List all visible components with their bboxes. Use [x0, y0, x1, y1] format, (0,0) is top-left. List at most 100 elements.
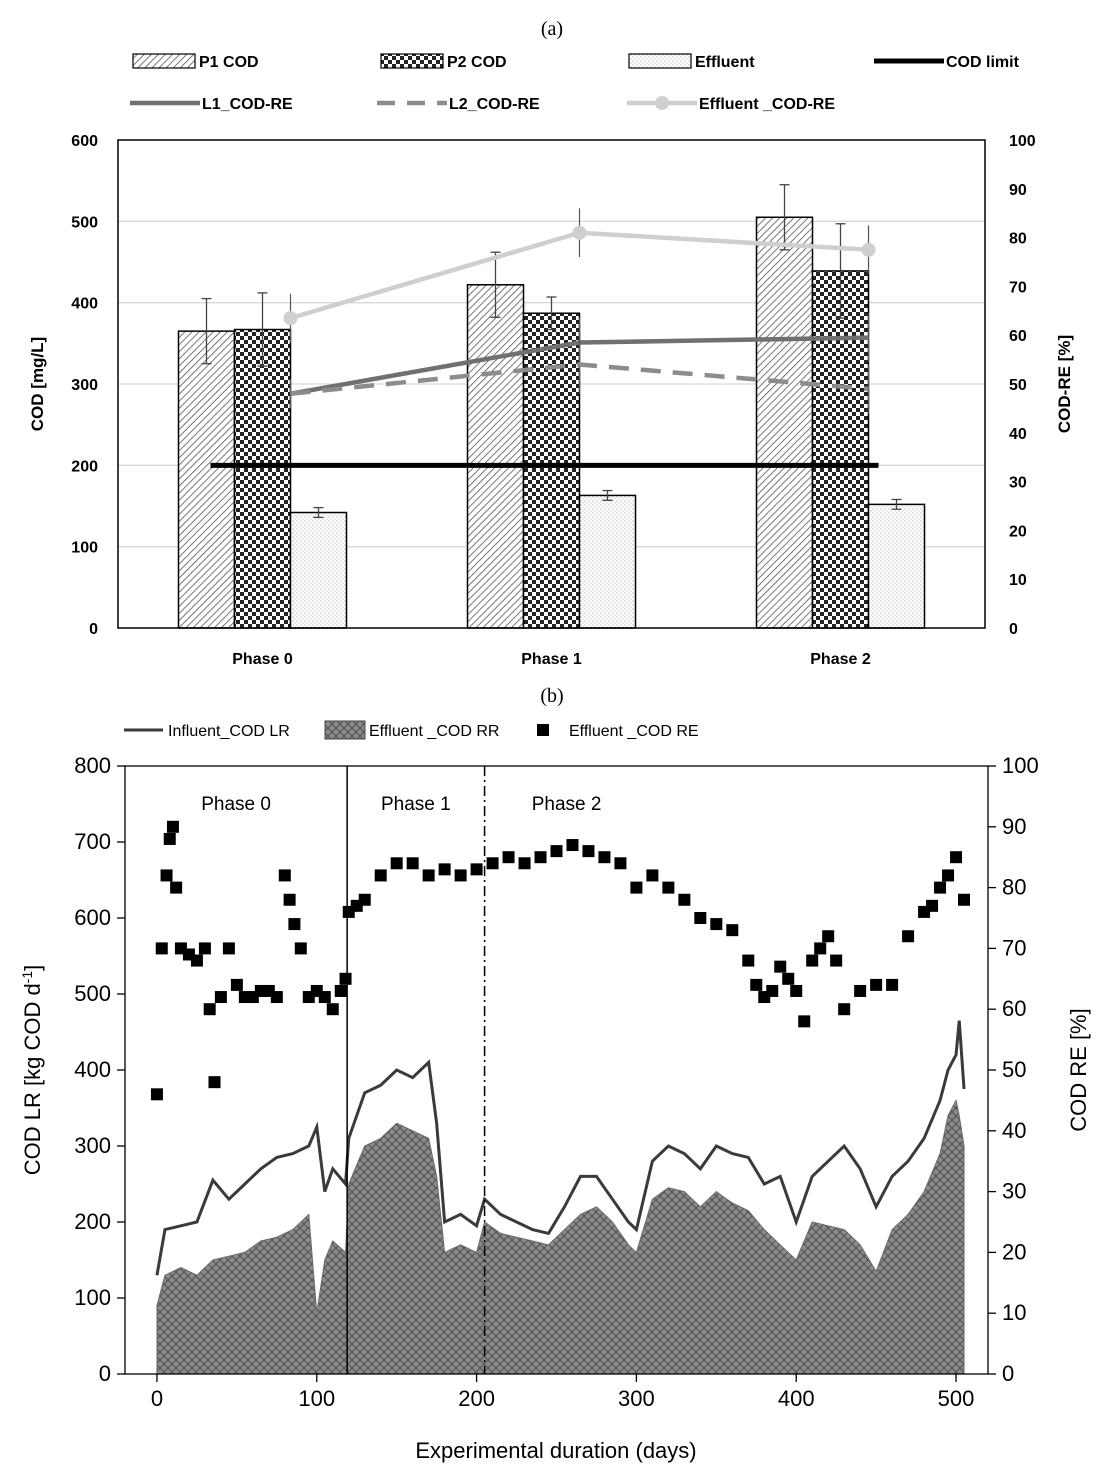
- y-tick-label: 100: [71, 540, 98, 557]
- y-tick-label: 400: [71, 296, 98, 313]
- effluent-cod-re-point: [339, 972, 352, 985]
- effluent-cod-re-point: [790, 984, 803, 997]
- effluent-cod-re-point: [166, 820, 179, 833]
- effluent-cod-re-point: [726, 924, 739, 937]
- effluent-cod-re-point: [630, 881, 643, 894]
- panel-b-label: (b): [540, 685, 563, 707]
- marker-effluent-cod-re: [283, 311, 298, 326]
- effluent-cod-re-point: [390, 857, 403, 870]
- effluent-cod-re-point: [926, 899, 939, 912]
- effluent-cod-re-point: [950, 851, 963, 864]
- legend-swatch: [132, 53, 196, 69]
- effluent-cod-re-point: [208, 1076, 221, 1089]
- legend-swatch: [537, 724, 549, 736]
- y2-tick-label: 80: [1002, 875, 1026, 900]
- y-tick-label: 500: [71, 214, 98, 231]
- effluent-cod-re-point: [742, 954, 755, 967]
- bar-effluent: [867, 503, 926, 629]
- effluent-cod-re-point: [502, 851, 515, 864]
- effluent-cod-re-point: [150, 1088, 163, 1101]
- effluent-cod-re-point: [646, 869, 659, 882]
- effluent-cod-re-point: [886, 978, 899, 991]
- effluent-cod-re-point: [288, 918, 301, 931]
- effluent-cod-re-point: [294, 942, 307, 955]
- panel-b-legend: Influent_COD LR Effluent _COD RR Effluent …: [124, 720, 699, 740]
- panel-b-y2-axis-label: COD RE [%]: [1066, 1008, 1091, 1131]
- y2-tick-label: 0: [1009, 621, 1018, 638]
- effluent-cod-re-point: [774, 960, 787, 973]
- legend-label: L1_COD-RE: [202, 96, 293, 113]
- legend-swatch: [380, 53, 444, 69]
- bar-p1-cod: [466, 284, 525, 629]
- effluent-cod-re-point: [614, 857, 627, 870]
- y2-tick-label: 90: [1002, 814, 1026, 839]
- legend-swatch: [628, 53, 692, 69]
- y2-tick-label: 30: [1009, 475, 1027, 492]
- effluent-cod-re-point: [798, 1015, 811, 1028]
- effluent-cod-re-point: [470, 863, 483, 876]
- x-tick-label: 200: [458, 1386, 495, 1411]
- y2-tick-label: 60: [1009, 328, 1027, 345]
- effluent-cod-re-point: [270, 991, 283, 1004]
- effluent-cod-re-point: [422, 869, 435, 882]
- phase-label: Phase 0: [201, 794, 271, 815]
- effluent-cod-re-point: [710, 918, 723, 931]
- effluent-cod-re-point: [854, 984, 867, 997]
- effluent-cod-re-point: [374, 869, 387, 882]
- effluent-cod-re-point: [170, 881, 183, 894]
- y-tick-label: 0: [99, 1361, 111, 1386]
- bar-effluent: [289, 511, 348, 629]
- legend-label: Effluent _COD-RE: [699, 96, 835, 113]
- legend-label: P2 COD: [447, 54, 507, 71]
- x-tick-label: 0: [151, 1386, 163, 1411]
- x-tick-label: 400: [778, 1386, 815, 1411]
- y2-tick-label: 40: [1009, 426, 1027, 443]
- y2-tick-label: 0: [1002, 1361, 1014, 1386]
- panel-a-y-axis-label: COD [mg/L]: [28, 337, 47, 431]
- effluent-cod-re-point: [203, 1003, 216, 1016]
- y-tick-label: 0: [89, 621, 98, 638]
- bar-p1-cod: [755, 216, 814, 629]
- panel-b-phase-dividers: Phase 0 Phase 1 Phase 2: [201, 766, 601, 1374]
- effluent-cod-re-point: [230, 978, 243, 991]
- panel-b: (b) Influent_COD LR Effluent _COD RR Efflu…: [19, 685, 1091, 1463]
- y2-tick-label: 20: [1009, 523, 1027, 540]
- legend-label: COD limit: [946, 54, 1020, 71]
- effluent-cod-re-point: [534, 851, 547, 864]
- panel-a-legend: P1 COD P2 COD Effluent COD limit L1_COD-RE L2…: [130, 53, 1020, 113]
- legend-label: L2_COD-RE: [449, 96, 540, 113]
- y-tick-label: 800: [74, 753, 111, 778]
- y-tick-label: 400: [74, 1057, 111, 1082]
- legend-label: Influent_COD LR: [168, 723, 290, 740]
- y2-tick-label: 70: [1009, 279, 1027, 296]
- x-tick-label: Phase 0: [232, 651, 293, 668]
- effluent-cod-re-point: [163, 832, 176, 845]
- effluent-cod-re-point: [160, 869, 173, 882]
- y2-tick-label: 10: [1002, 1300, 1026, 1325]
- effluent-cod-re-point: [662, 881, 675, 894]
- legend-label: Effluent _COD RR: [369, 723, 499, 740]
- effluent-cod-re-point: [806, 954, 819, 967]
- effluent-cod-re-point: [934, 881, 947, 894]
- panel-b-axes: 0100200300400500600700800010203040506070…: [74, 753, 1038, 1411]
- effluent-cod-re-point: [958, 893, 971, 906]
- panel-b-rr-area: [156, 1098, 965, 1375]
- effluent-cod-re-point: [582, 845, 595, 858]
- legend-label: Effluent _COD RE: [569, 723, 699, 740]
- bar-p2-cod: [233, 328, 292, 629]
- legend-label: P1 COD: [199, 54, 259, 71]
- y2-tick-label: 100: [1002, 753, 1039, 778]
- effluent-cod-re-point: [155, 942, 168, 955]
- y-tick-label: 200: [74, 1209, 111, 1234]
- effluent-cod-re-point: [334, 984, 347, 997]
- y2-tick-label: 50: [1002, 1057, 1026, 1082]
- y-tick-label: 300: [71, 377, 98, 394]
- y-tick-label: 100: [74, 1285, 111, 1310]
- x-tick-label: 300: [618, 1386, 655, 1411]
- effluent-cod-re-point: [870, 978, 883, 991]
- y-tick-label: 500: [74, 981, 111, 1006]
- effluent-cod-re-point: [454, 869, 467, 882]
- panel-a-bars: [177, 184, 926, 629]
- effluent-cod-re-point: [566, 839, 579, 852]
